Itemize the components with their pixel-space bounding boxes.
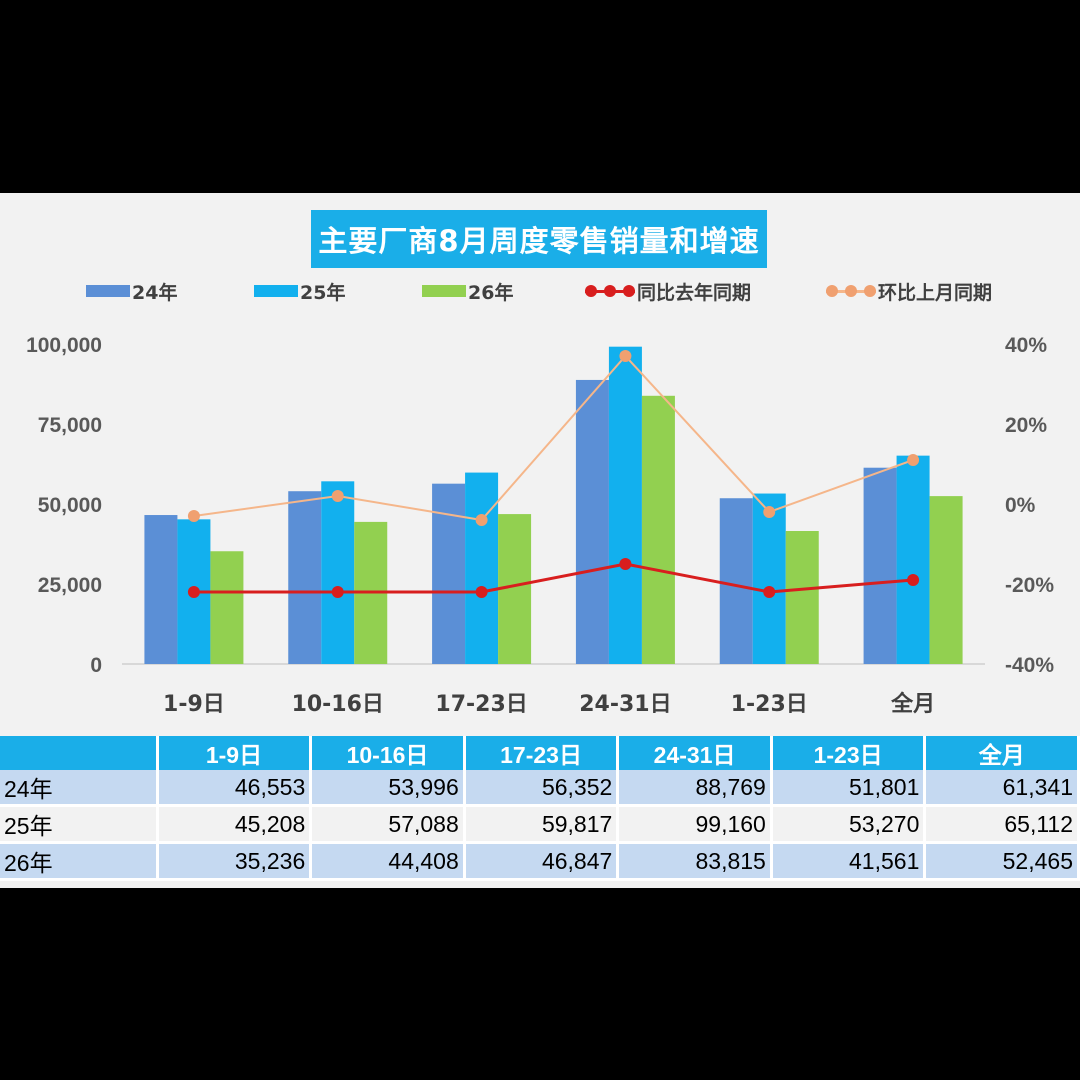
- table-cell: 56,352: [464, 770, 620, 807]
- table-cell: 88,769: [617, 770, 773, 807]
- legend-item-26: 26年: [422, 279, 514, 304]
- table-cell: 59,817: [464, 805, 620, 844]
- legend-line-mom: [826, 279, 876, 303]
- table-header-cell: 1-9日: [157, 736, 313, 770]
- bar-25年-2: [465, 472, 499, 664]
- table-cell: 45,208: [157, 805, 313, 844]
- table-cell: 57,088: [310, 805, 466, 844]
- bar-24年-4: [719, 498, 753, 664]
- data-table: 1-9日 10-16日 17-23日 24-31日 1-23日 全月 24年 4…: [0, 736, 1080, 881]
- table-header-cell: [0, 736, 159, 770]
- legend-swatch-26: [422, 285, 466, 297]
- y-right-tick-label: 40%: [1005, 334, 1047, 357]
- legend-swatch-24: [86, 285, 130, 297]
- point-环比上月同期-0: [187, 510, 200, 522]
- point-环比上月同期-3: [619, 350, 632, 362]
- bar-24年-1: [288, 491, 322, 664]
- x-tick-label: 17-23日: [435, 692, 527, 717]
- table-cell: 46,847: [464, 842, 620, 881]
- legend-item-yoy: 同比去年同期: [585, 279, 752, 304]
- y-left-tick-label: 50,000: [38, 494, 102, 517]
- y-right-tick-label: 20%: [1005, 414, 1047, 437]
- legend-item-mom: 环比上月同期: [826, 279, 993, 304]
- legend-label-24: 24年: [132, 281, 178, 304]
- bar-24年-0: [144, 515, 178, 664]
- x-tick-label: 10-16日: [292, 692, 384, 717]
- legend-label-yoy: 同比去年同期: [637, 281, 752, 304]
- point-同比去年同期-5: [907, 574, 920, 586]
- legend-line-yoy: [585, 279, 635, 303]
- point-环比上月同期-4: [763, 506, 776, 518]
- chart-svg: 0 25,000 50,000 75,000 100,000 -40% -20% 0% 20% 4…: [26, 334, 1054, 717]
- bar-26年-3: [641, 395, 675, 664]
- y-left-tick-label: 75,000: [38, 414, 102, 437]
- x-tick-label: 1-9日: [163, 692, 225, 717]
- table-cell: 51,801: [771, 770, 927, 807]
- x-tick-label: 24-31日: [579, 692, 671, 717]
- bar-26年-0: [210, 551, 244, 664]
- point-同比去年同期-3: [619, 558, 632, 570]
- table-cell: 52,465: [924, 842, 1080, 881]
- line-环比上月同期: [193, 354, 914, 522]
- table-cell: 61,341: [924, 770, 1080, 807]
- y-right-tick-label: -20%: [1005, 574, 1054, 597]
- line-同比去年同期: [193, 562, 914, 594]
- table-cell: 99,160: [617, 805, 773, 844]
- point-同比去年同期-1: [331, 586, 344, 598]
- point-同比去年同期-4: [763, 586, 776, 598]
- point-环比上月同期-2: [475, 514, 488, 526]
- table-header-cell: 全月: [924, 736, 1080, 770]
- table-row: 25年 45,208 57,088 59,817 99,160 53,270 6…: [0, 805, 1080, 844]
- table-cell: 41,561: [771, 842, 927, 881]
- table-cell: 65,112: [924, 805, 1080, 844]
- x-tick-label: 1-23日: [731, 692, 808, 717]
- bar-25年-5: [896, 455, 930, 664]
- point-环比上月同期-1: [331, 490, 344, 502]
- y-right-tick-label: 0%: [1005, 494, 1036, 517]
- table-cell: 44,408: [310, 842, 466, 881]
- bar-25年-1: [321, 481, 355, 664]
- table-header-cell: 1-23日: [771, 736, 927, 770]
- y-left-tick-label: 25,000: [38, 574, 102, 597]
- table-header-cell: 24-31日: [617, 736, 773, 770]
- legend-label-26: 26年: [468, 281, 514, 304]
- legend-item-24: 24年: [86, 279, 178, 304]
- table-cell: 53,996: [310, 770, 466, 807]
- point-同比去年同期-0: [187, 586, 200, 598]
- table-header-row: 1-9日 10-16日 17-23日 24-31日 1-23日 全月: [0, 736, 1080, 770]
- legend-label-mom: 环比上月同期: [878, 281, 993, 304]
- bar-25年-3: [608, 346, 642, 664]
- table-row-label: 25年: [0, 805, 159, 844]
- table-cell: 46,553: [157, 770, 313, 807]
- table-row: 26年 35,236 44,408 46,847 83,815 41,561 5…: [0, 842, 1080, 881]
- legend-swatch-25: [254, 285, 298, 297]
- y-right-tick-label: -40%: [1005, 654, 1054, 677]
- bar-26年-4: [785, 531, 819, 664]
- bar-26年-5: [929, 496, 963, 664]
- table-row: 24年 46,553 53,996 56,352 88,769 51,801 6…: [0, 770, 1080, 807]
- table-row-label: 26年: [0, 842, 159, 881]
- legend-item-25: 25年: [254, 279, 346, 304]
- y-left-tick-label: 100,000: [26, 334, 102, 357]
- y-left-tick-label: 0: [90, 654, 102, 677]
- table-row-label: 24年: [0, 770, 159, 807]
- bar-25年-4: [752, 493, 786, 664]
- bar-24年-3: [575, 379, 609, 664]
- x-tick-label: 全月: [890, 691, 935, 717]
- chart-title: 主要厂商8月周度零售销量和增速: [311, 210, 767, 268]
- table-header-cell: 17-23日: [464, 736, 620, 770]
- point-同比去年同期-2: [475, 586, 488, 598]
- table-header-cell: 10-16日: [310, 736, 466, 770]
- point-环比上月同期-5: [907, 454, 920, 466]
- table-cell: 53,270: [771, 805, 927, 844]
- table-cell: 83,815: [617, 842, 773, 881]
- chart-panel: 0 25,000 50,000 75,000 100,000 -40% -20% 0% 20% 4…: [0, 193, 1080, 888]
- bar-24年-5: [863, 467, 897, 664]
- table-cell: 35,236: [157, 842, 313, 881]
- bar-24年-2: [432, 483, 466, 664]
- legend-label-25: 25年: [300, 281, 346, 304]
